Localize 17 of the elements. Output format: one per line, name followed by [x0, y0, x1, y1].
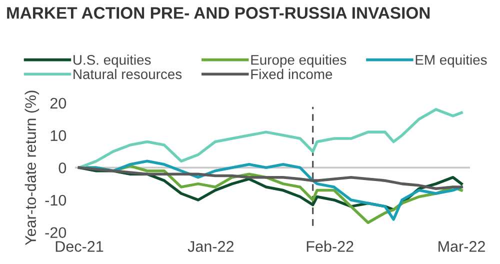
line-series	[78, 108, 463, 170]
y-tick-label: -20	[45, 227, 66, 238]
legend-label: Europe equities	[251, 54, 346, 68]
x-tick-label: Feb-22	[306, 240, 354, 252]
x-tick-label: Jan-22	[188, 241, 234, 252]
x-tick-label: Mar-22	[438, 241, 485, 252]
legend-label: Fixed income	[251, 68, 332, 80]
chart-title: MARKET ACTION PRE- AND POST-RUSSIA INVASION	[7, 7, 430, 19]
legend-label: Natural resources	[74, 68, 182, 80]
y-tick-label: 20	[50, 98, 66, 109]
x-tick-label: Dec-21	[56, 241, 104, 252]
y-axis-title: Year-to-date return (%)	[24, 90, 40, 246]
legend-label: EM equities	[416, 54, 487, 68]
legend-label: U.S. equities	[74, 54, 151, 68]
y-tick-label: -10	[45, 194, 66, 206]
y-tick-label: 0	[58, 162, 66, 174]
y-tick-label: 10	[50, 130, 66, 141]
